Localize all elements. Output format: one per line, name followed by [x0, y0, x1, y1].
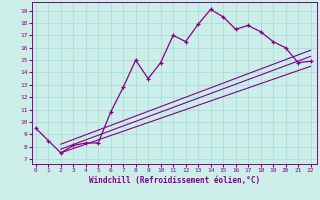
X-axis label: Windchill (Refroidissement éolien,°C): Windchill (Refroidissement éolien,°C) [89, 176, 260, 185]
